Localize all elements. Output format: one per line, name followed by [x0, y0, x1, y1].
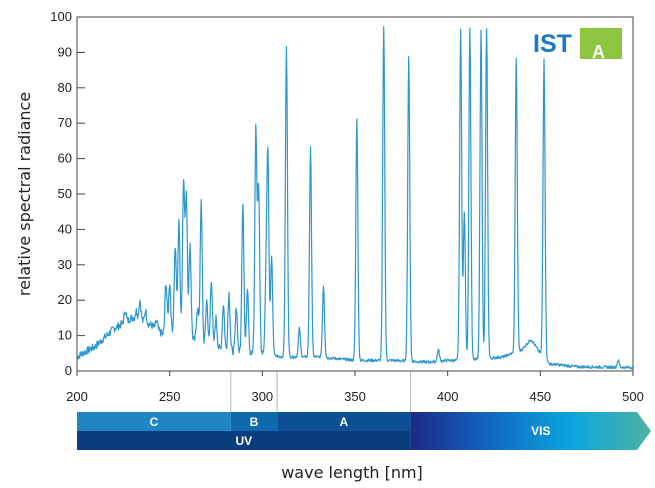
y-axis-title: relative spectral radiance: [15, 92, 34, 296]
y-tick-label: 40: [58, 221, 72, 236]
x-tick-label: 400: [437, 389, 459, 404]
spectrum-bar: C B A UV VIS: [77, 412, 651, 450]
x-tick-label: 350: [344, 389, 366, 404]
logo-badge: [580, 28, 622, 59]
y-tick-label: 30: [58, 257, 72, 272]
uv-label: UV: [235, 434, 252, 448]
y-tick-label: 0: [65, 363, 72, 378]
uv-band-b: [230, 412, 278, 431]
ist-logo: IST A: [533, 28, 622, 62]
uv-band-label: C: [150, 415, 159, 429]
spectrum-line: [76, 26, 634, 370]
band-marker-lines: [230, 371, 412, 412]
x-tick-label: 450: [529, 389, 551, 404]
uv-band-c: [77, 412, 231, 431]
x-axis-title: wave length [nm]: [281, 463, 423, 482]
y-tick-label: 10: [58, 328, 72, 343]
x-tick-label: 250: [159, 389, 181, 404]
y-tick-label: 70: [58, 115, 72, 130]
y-tick-label: 80: [58, 80, 72, 95]
uv-band-label: A: [340, 415, 349, 429]
y-tick-label: 20: [58, 292, 72, 307]
logo-badge-text: A: [592, 42, 605, 62]
y-axis: 0 10 20 30 40 50 60 70 80 90 100: [50, 9, 85, 378]
y-tick-label: 90: [58, 44, 72, 59]
x-tick-label: 300: [251, 389, 273, 404]
plot-area: [76, 16, 634, 372]
x-tick-label: 200: [66, 389, 88, 404]
y-tick-label: 100: [50, 9, 72, 24]
x-tick-label: 500: [622, 389, 644, 404]
vis-arrow: [410, 412, 651, 450]
uv-bar: [77, 431, 411, 450]
y-tick-label: 50: [58, 186, 72, 201]
uv-band-a: [277, 412, 411, 431]
x-axis: 200 250 300 350 400 450 500: [66, 371, 644, 404]
uv-band-label: B: [250, 415, 259, 429]
y-tick-label: 60: [58, 151, 72, 166]
vis-label: VIS: [531, 424, 550, 438]
logo-text: IST: [533, 30, 572, 58]
